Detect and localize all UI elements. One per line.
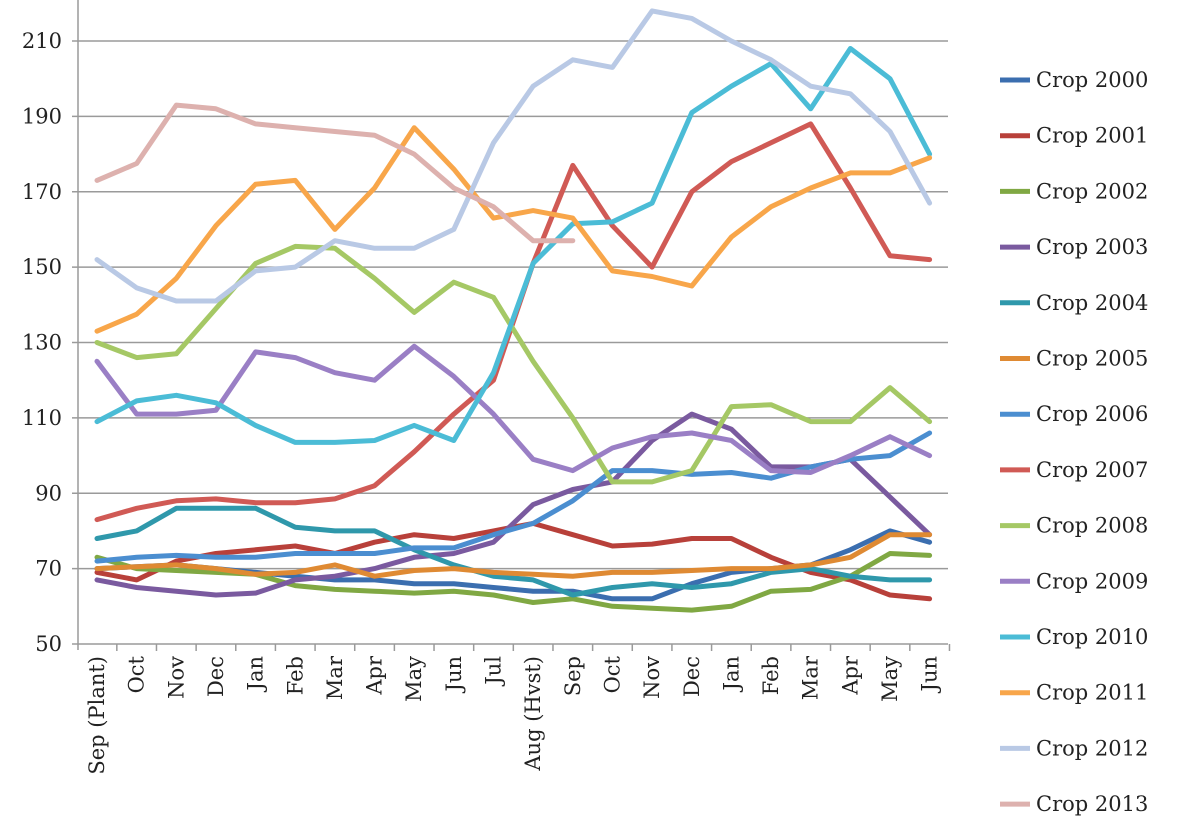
legend-label: Crop 2006 xyxy=(1036,402,1148,426)
legend: Crop 2000 Crop 2001 Crop 2002 Crop 2003 Crop… xyxy=(1000,68,1148,816)
x-tick-label: Dec xyxy=(204,656,228,697)
x-tick-label: Jul xyxy=(482,656,506,687)
series-line-crop-2013 xyxy=(94,102,576,244)
y-tick-label: 70 xyxy=(35,557,62,581)
legend-label: Crop 2002 xyxy=(1036,179,1148,203)
x-tick-label: May xyxy=(402,656,426,702)
x-tick-label: Feb xyxy=(283,656,307,695)
legend-label: Crop 2011 xyxy=(1036,681,1148,705)
series-line-crop-2009 xyxy=(94,343,933,475)
legend-label: Crop 2004 xyxy=(1036,291,1148,315)
legend-label: Crop 2012 xyxy=(1036,736,1148,760)
x-tick-label: Mar xyxy=(323,655,347,700)
y-tick-label: 150 xyxy=(22,255,62,279)
x-tick-label: Feb xyxy=(759,656,783,695)
x-tick-label: Aug (Hvst) xyxy=(521,656,545,772)
legend-label: Crop 2005 xyxy=(1036,347,1148,371)
x-tick-label: Jun xyxy=(442,656,466,693)
x-tick-label: Apr xyxy=(838,655,862,696)
legend-label: Crop 2000 xyxy=(1036,68,1148,92)
x-tick-label: Nov xyxy=(164,656,188,699)
x-tick-label: Nov xyxy=(640,656,664,699)
series-line-crop-2002 xyxy=(94,551,933,613)
x-tick-label: Apr xyxy=(363,655,387,696)
x-tick-label: Sep xyxy=(561,656,585,696)
x-tick-label: Jun xyxy=(918,656,942,693)
y-tick-label: 210 xyxy=(22,29,62,53)
legend-label: Crop 2009 xyxy=(1036,569,1148,593)
series-line-crop-2004 xyxy=(94,505,933,598)
series-line-crop-2008 xyxy=(94,243,933,485)
legend-label: Crop 2008 xyxy=(1036,514,1148,538)
x-tick-label: Oct xyxy=(125,655,149,693)
y-tick-label: 190 xyxy=(22,104,62,128)
series-lines xyxy=(94,8,933,613)
x-tick-label: Jan xyxy=(719,656,743,692)
x-tick-label: May xyxy=(878,656,902,702)
y-tick-label: 110 xyxy=(22,406,62,430)
x-tick-label: Dec xyxy=(680,656,704,697)
series-line-crop-2010 xyxy=(94,46,933,445)
x-axis: Sep (Plant) Oct Nov Dec Jan Feb Mar Apr May Jun Ju… xyxy=(85,644,951,775)
series-line-crop-2003 xyxy=(94,411,933,598)
series-line-crop-2012 xyxy=(94,8,933,304)
legend-label: Crop 2007 xyxy=(1036,458,1148,482)
y-tick-label: 130 xyxy=(22,331,62,355)
legend-label: Crop 2010 xyxy=(1036,625,1148,649)
y-tick-label: 90 xyxy=(35,481,62,505)
legend-label: Crop 2003 xyxy=(1036,235,1148,259)
series-line-crop-2005 xyxy=(94,532,933,579)
y-tick-label: 50 xyxy=(35,632,62,656)
y-axis-ticks: 50 70 90 110 130 150 170 190 210 xyxy=(22,0,79,656)
y-tick-label: 170 xyxy=(22,180,62,204)
series-line-crop-2011 xyxy=(94,125,933,334)
x-tick-label: Mar xyxy=(799,655,823,700)
legend-label: Crop 2001 xyxy=(1036,124,1148,148)
x-tick-label: Jan xyxy=(244,656,268,692)
legend-label: Crop 2013 xyxy=(1036,792,1148,816)
x-tick-label: Sep (Plant) xyxy=(85,656,109,775)
x-tick-label: Oct xyxy=(600,655,624,693)
